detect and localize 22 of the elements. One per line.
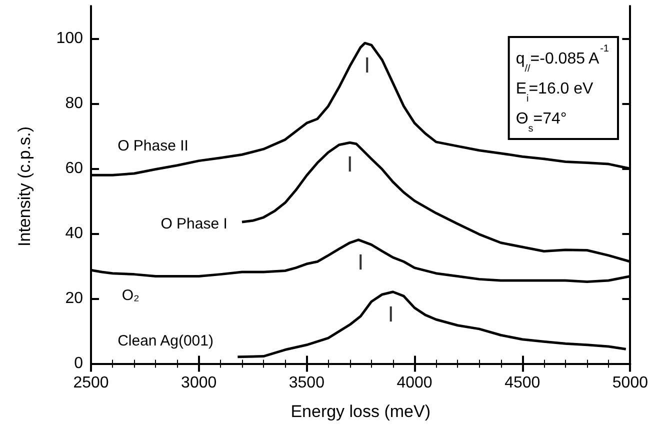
series-label: Clean Ag(001)	[118, 332, 214, 350]
series-label: O Phase II	[118, 137, 188, 154]
x-tick-label: 4500	[504, 374, 540, 392]
x-tick-label: 3500	[288, 374, 325, 392]
x-tick-label: 5000	[612, 374, 648, 392]
annotation: |	[358, 252, 363, 270]
x-tick-label: 4000	[396, 374, 432, 392]
annotation: |	[364, 56, 370, 74]
y-tick-label: 0	[74, 355, 84, 372]
annotation: |	[348, 155, 352, 172]
y-tick-label: 60	[65, 160, 84, 178]
y-tick-label: 40	[65, 225, 84, 242]
series-label: O₂	[122, 286, 140, 304]
x-axis-title: Energy loss (meV)	[290, 402, 431, 421]
y-tick-label: 100	[56, 30, 84, 48]
series-label: O Phase I	[160, 215, 228, 232]
x-tick-label: 2500	[73, 374, 109, 392]
y-axis-title: Intensity (c.p.s.)	[15, 126, 34, 246]
y-tick-label: 20	[65, 290, 84, 308]
annotation: |	[388, 305, 394, 322]
y-tick-label: 80	[65, 95, 84, 112]
x-tick-label: 3000	[181, 374, 217, 392]
